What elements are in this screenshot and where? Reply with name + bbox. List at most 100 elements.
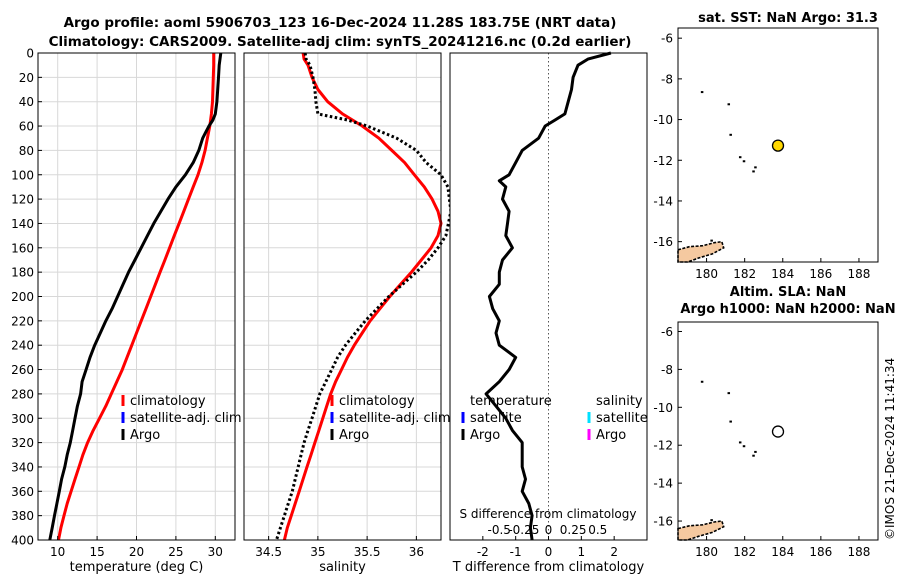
island-coastline [710, 519, 713, 522]
s-difference-axis-label: S difference from climatology [460, 507, 637, 521]
x-tick-label: 180 [695, 545, 718, 559]
map-map_sla: Altim. SLA: NaN Argo h1000: NaN h2000: Na… [653, 285, 895, 559]
x-tick-label: 30 [208, 545, 223, 559]
axes-frame [243, 52, 442, 541]
y-tick-label: 40 [19, 95, 34, 109]
legend-label: climatology [339, 394, 415, 409]
y-tick-label: -6 [661, 32, 673, 46]
y-tick-label: -6 [661, 325, 673, 339]
y-tick-label: -12 [653, 154, 673, 168]
map-title: Altim. SLA: NaN [730, 285, 846, 300]
legend-label: satellite-adj. clim [339, 411, 451, 426]
x-tick-label: 25 [168, 545, 183, 559]
panel-difference: -2 -1 0 1 2T difference from climatology temp… [449, 51, 648, 575]
legend-label: Argo [596, 428, 626, 443]
map-title: sat. SST: NaN Argo: 31.3 [698, 11, 878, 26]
s-difference-tick-label: 0.25 [560, 523, 587, 537]
title-line-1: Argo profile: aoml 5906703_123 16-Dec-20… [64, 15, 617, 31]
legend-label: Argo [130, 428, 160, 443]
s-difference-tick-label: -0.25 [508, 523, 539, 537]
legend-label: climatology [130, 394, 206, 409]
series-line-argo-t-difference [484, 51, 612, 541]
panel-salinity: 34.5 35 35.5 36 salinity climatology satellite… [243, 52, 453, 575]
series-line-climatology [57, 53, 216, 541]
y-tick-label: -8 [661, 363, 673, 377]
y-tick-label: -14 [653, 194, 673, 208]
x-tick-label: 2 [610, 545, 618, 559]
y-tick-label: -12 [653, 439, 673, 453]
island-coastline [738, 156, 742, 159]
x-tick-label: 0 [545, 545, 553, 559]
y-tick-label: 140 [11, 217, 34, 231]
y-tick-label: 240 [11, 339, 34, 353]
s-difference-tick-label: 0 [545, 523, 553, 537]
x-axis-label: salinity [319, 560, 366, 575]
island-coastline [752, 454, 755, 457]
panel-temperature: 10 15 20 25 30 temperature (deg C) 0 20 40 60 80 10… [11, 47, 242, 576]
map-frame [677, 321, 879, 541]
x-tick-label: 186 [809, 545, 832, 559]
s-difference-tick-label: 0.5 [588, 523, 607, 537]
x-tick-label: -1 [510, 545, 522, 559]
y-tick-label: 260 [11, 363, 34, 377]
island-coastline [754, 450, 757, 453]
island-coastline [752, 170, 755, 173]
x-tick-label: 184 [771, 267, 794, 281]
legend-title-temperature: temperature [470, 394, 552, 409]
y-tick-label: 20 [19, 71, 34, 85]
x-tick-label: 1 [578, 545, 586, 559]
x-tick-label: 36 [409, 545, 424, 559]
x-tick-label: 15 [89, 545, 104, 559]
y-tick-label: -10 [653, 401, 673, 415]
x-axis-label: T difference from climatology [452, 560, 645, 575]
x-tick-label: 35 [310, 545, 325, 559]
y-tick-label: -14 [653, 477, 673, 491]
y-tick-label: 100 [11, 168, 34, 182]
land-patch [677, 240, 725, 263]
island-coastline [729, 420, 732, 423]
x-tick-label: 34.5 [255, 545, 282, 559]
y-tick-label: 80 [19, 144, 34, 158]
island-coastline [742, 445, 746, 448]
x-tick-label: 186 [809, 267, 832, 281]
map-title: Argo h1000: NaN h2000: NaN [680, 302, 895, 317]
y-tick-label: -16 [653, 515, 673, 529]
title-line-2: Climatology: CARS2009. Satellite-adj cli… [49, 34, 632, 50]
y-tick-label: 400 [11, 534, 34, 548]
y-tick-label: 360 [11, 485, 34, 499]
legend-label: satellite [470, 411, 522, 426]
legend-label: Argo [339, 428, 369, 443]
argo-float-marker [771, 425, 785, 438]
x-tick-label: 20 [129, 545, 144, 559]
y-tick-label: 320 [11, 436, 34, 450]
y-tick-label: 180 [11, 266, 34, 280]
series-line-argo [48, 52, 223, 541]
legend-label: Argo [470, 428, 500, 443]
map-map_sst: sat. SST: NaN Argo: 31.3 180 182 184 186 188 -… [653, 11, 879, 281]
series-line-argo [275, 52, 453, 541]
timestamp-stamp: ©IMOS 21-Dec-2024 11:41:34 [883, 358, 897, 540]
island-coastline [742, 160, 746, 163]
island-coastline [754, 166, 757, 169]
s-difference-tick-label: -0.5 [488, 523, 511, 537]
island-coastline [738, 441, 742, 444]
x-tick-label: 184 [771, 545, 794, 559]
argo-float-marker [771, 139, 785, 152]
y-tick-label: 340 [11, 460, 34, 474]
y-tick-label: 300 [11, 412, 34, 426]
island-coastline [710, 239, 713, 242]
y-tick-label: -10 [653, 113, 673, 127]
y-tick-label: 200 [11, 290, 34, 304]
y-tick-label: 0 [26, 47, 34, 61]
x-tick-label: -2 [477, 545, 489, 559]
x-tick-label: 188 [847, 267, 870, 281]
y-tick-label: 160 [11, 241, 34, 255]
island-coastline [729, 133, 732, 136]
island-coastline [727, 392, 731, 395]
x-axis-label: temperature (deg C) [70, 560, 204, 575]
island-coastline [700, 91, 704, 94]
y-tick-label: 280 [11, 387, 34, 401]
x-tick-label: 180 [695, 267, 718, 281]
x-tick-label: 182 [733, 267, 756, 281]
